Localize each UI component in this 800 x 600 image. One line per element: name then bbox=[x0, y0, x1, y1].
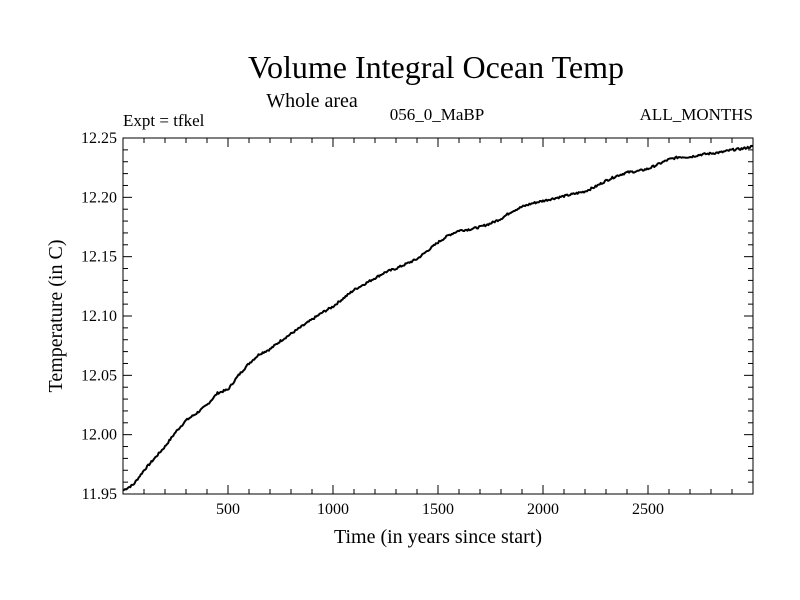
chart-subtitle: Whole area bbox=[266, 90, 358, 112]
plot-frame bbox=[122, 137, 754, 495]
axis-tick-labels: 500 1000 1500 2000 2500 11.95 12.00 12.05 12.10 1… bbox=[81, 130, 664, 518]
annotation-right: ALL_MONTHS bbox=[640, 105, 753, 124]
x-axis-label: Time (in years since start) bbox=[334, 526, 542, 548]
y-tick-label: 12.00 bbox=[81, 427, 117, 444]
x-tick-label: 2000 bbox=[527, 501, 559, 518]
x-tick-label: 1500 bbox=[422, 501, 454, 518]
y-tick-label: 11.95 bbox=[82, 486, 117, 503]
axis-ticks bbox=[123, 138, 753, 494]
y-tick-label: 12.15 bbox=[81, 249, 117, 266]
annotation-left: Expt = tfkel bbox=[123, 111, 205, 130]
series-line-temperature bbox=[122, 144, 754, 492]
y-tick-label: 12.05 bbox=[81, 367, 117, 384]
x-tick-label: 500 bbox=[216, 501, 240, 518]
y-tick-label: 12.10 bbox=[81, 308, 117, 325]
y-tick-label: 12.20 bbox=[81, 189, 117, 206]
y-axis-label: Temperature (in C) bbox=[45, 240, 67, 393]
chart-title: Volume Integral Ocean Temp bbox=[248, 49, 624, 85]
x-tick-label: 1000 bbox=[317, 501, 349, 518]
y-tick-label: 12.25 bbox=[81, 130, 117, 147]
annotation-center: 056_0_MaBP bbox=[390, 105, 484, 124]
x-tick-label: 2500 bbox=[632, 501, 664, 518]
